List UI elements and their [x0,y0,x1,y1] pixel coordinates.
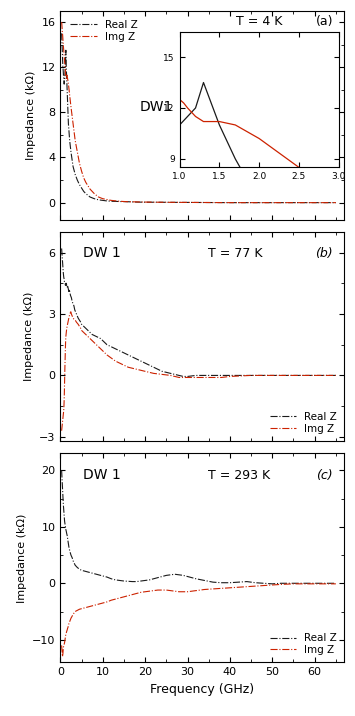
Img Z [60,18,64,26]
Text: DW 1: DW 1 [83,468,121,482]
Line: Real Z: Real Z [62,34,336,203]
Img Z [60,26,64,35]
Legend: Real Z, Img Z: Real Z, Img Z [268,410,339,436]
Real Z [61,72,66,80]
Text: DW 1: DW 1 [83,246,121,260]
Real Z [228,198,232,207]
Real Z [60,29,64,38]
X-axis label: Frequency (GHz): Frequency (GHz) [150,683,255,696]
Img Z [60,24,64,32]
Y-axis label: Impedance (kΩ): Impedance (kΩ) [23,292,34,381]
Text: T = 4 K: T = 4 K [236,15,283,29]
Legend: Real Z, Img Z: Real Z, Img Z [268,632,339,657]
Text: T = 77 K: T = 77 K [208,247,263,260]
Real Z [60,40,64,49]
Legend: Real Z, Img Z: Real Z, Img Z [69,18,140,44]
Line: Img Z: Img Z [62,22,336,203]
Real Z [334,198,338,207]
Text: DW1: DW1 [140,100,173,114]
Y-axis label: Impedance (kΩ): Impedance (kΩ) [17,513,27,603]
Real Z [67,125,71,134]
Text: (a): (a) [316,15,333,29]
Real Z [63,72,67,80]
Img Z [65,72,69,80]
Text: (b): (b) [315,247,333,260]
Img Z [228,198,232,207]
Real Z [96,195,100,204]
Img Z [84,178,88,187]
Img Z [63,59,67,68]
Real Z [61,63,65,72]
Y-axis label: Impedance (kΩ): Impedance (kΩ) [26,70,36,160]
Img Z [334,198,338,207]
Img Z [82,173,86,182]
Text: T = 293 K: T = 293 K [208,468,270,482]
Text: (c): (c) [316,468,333,482]
